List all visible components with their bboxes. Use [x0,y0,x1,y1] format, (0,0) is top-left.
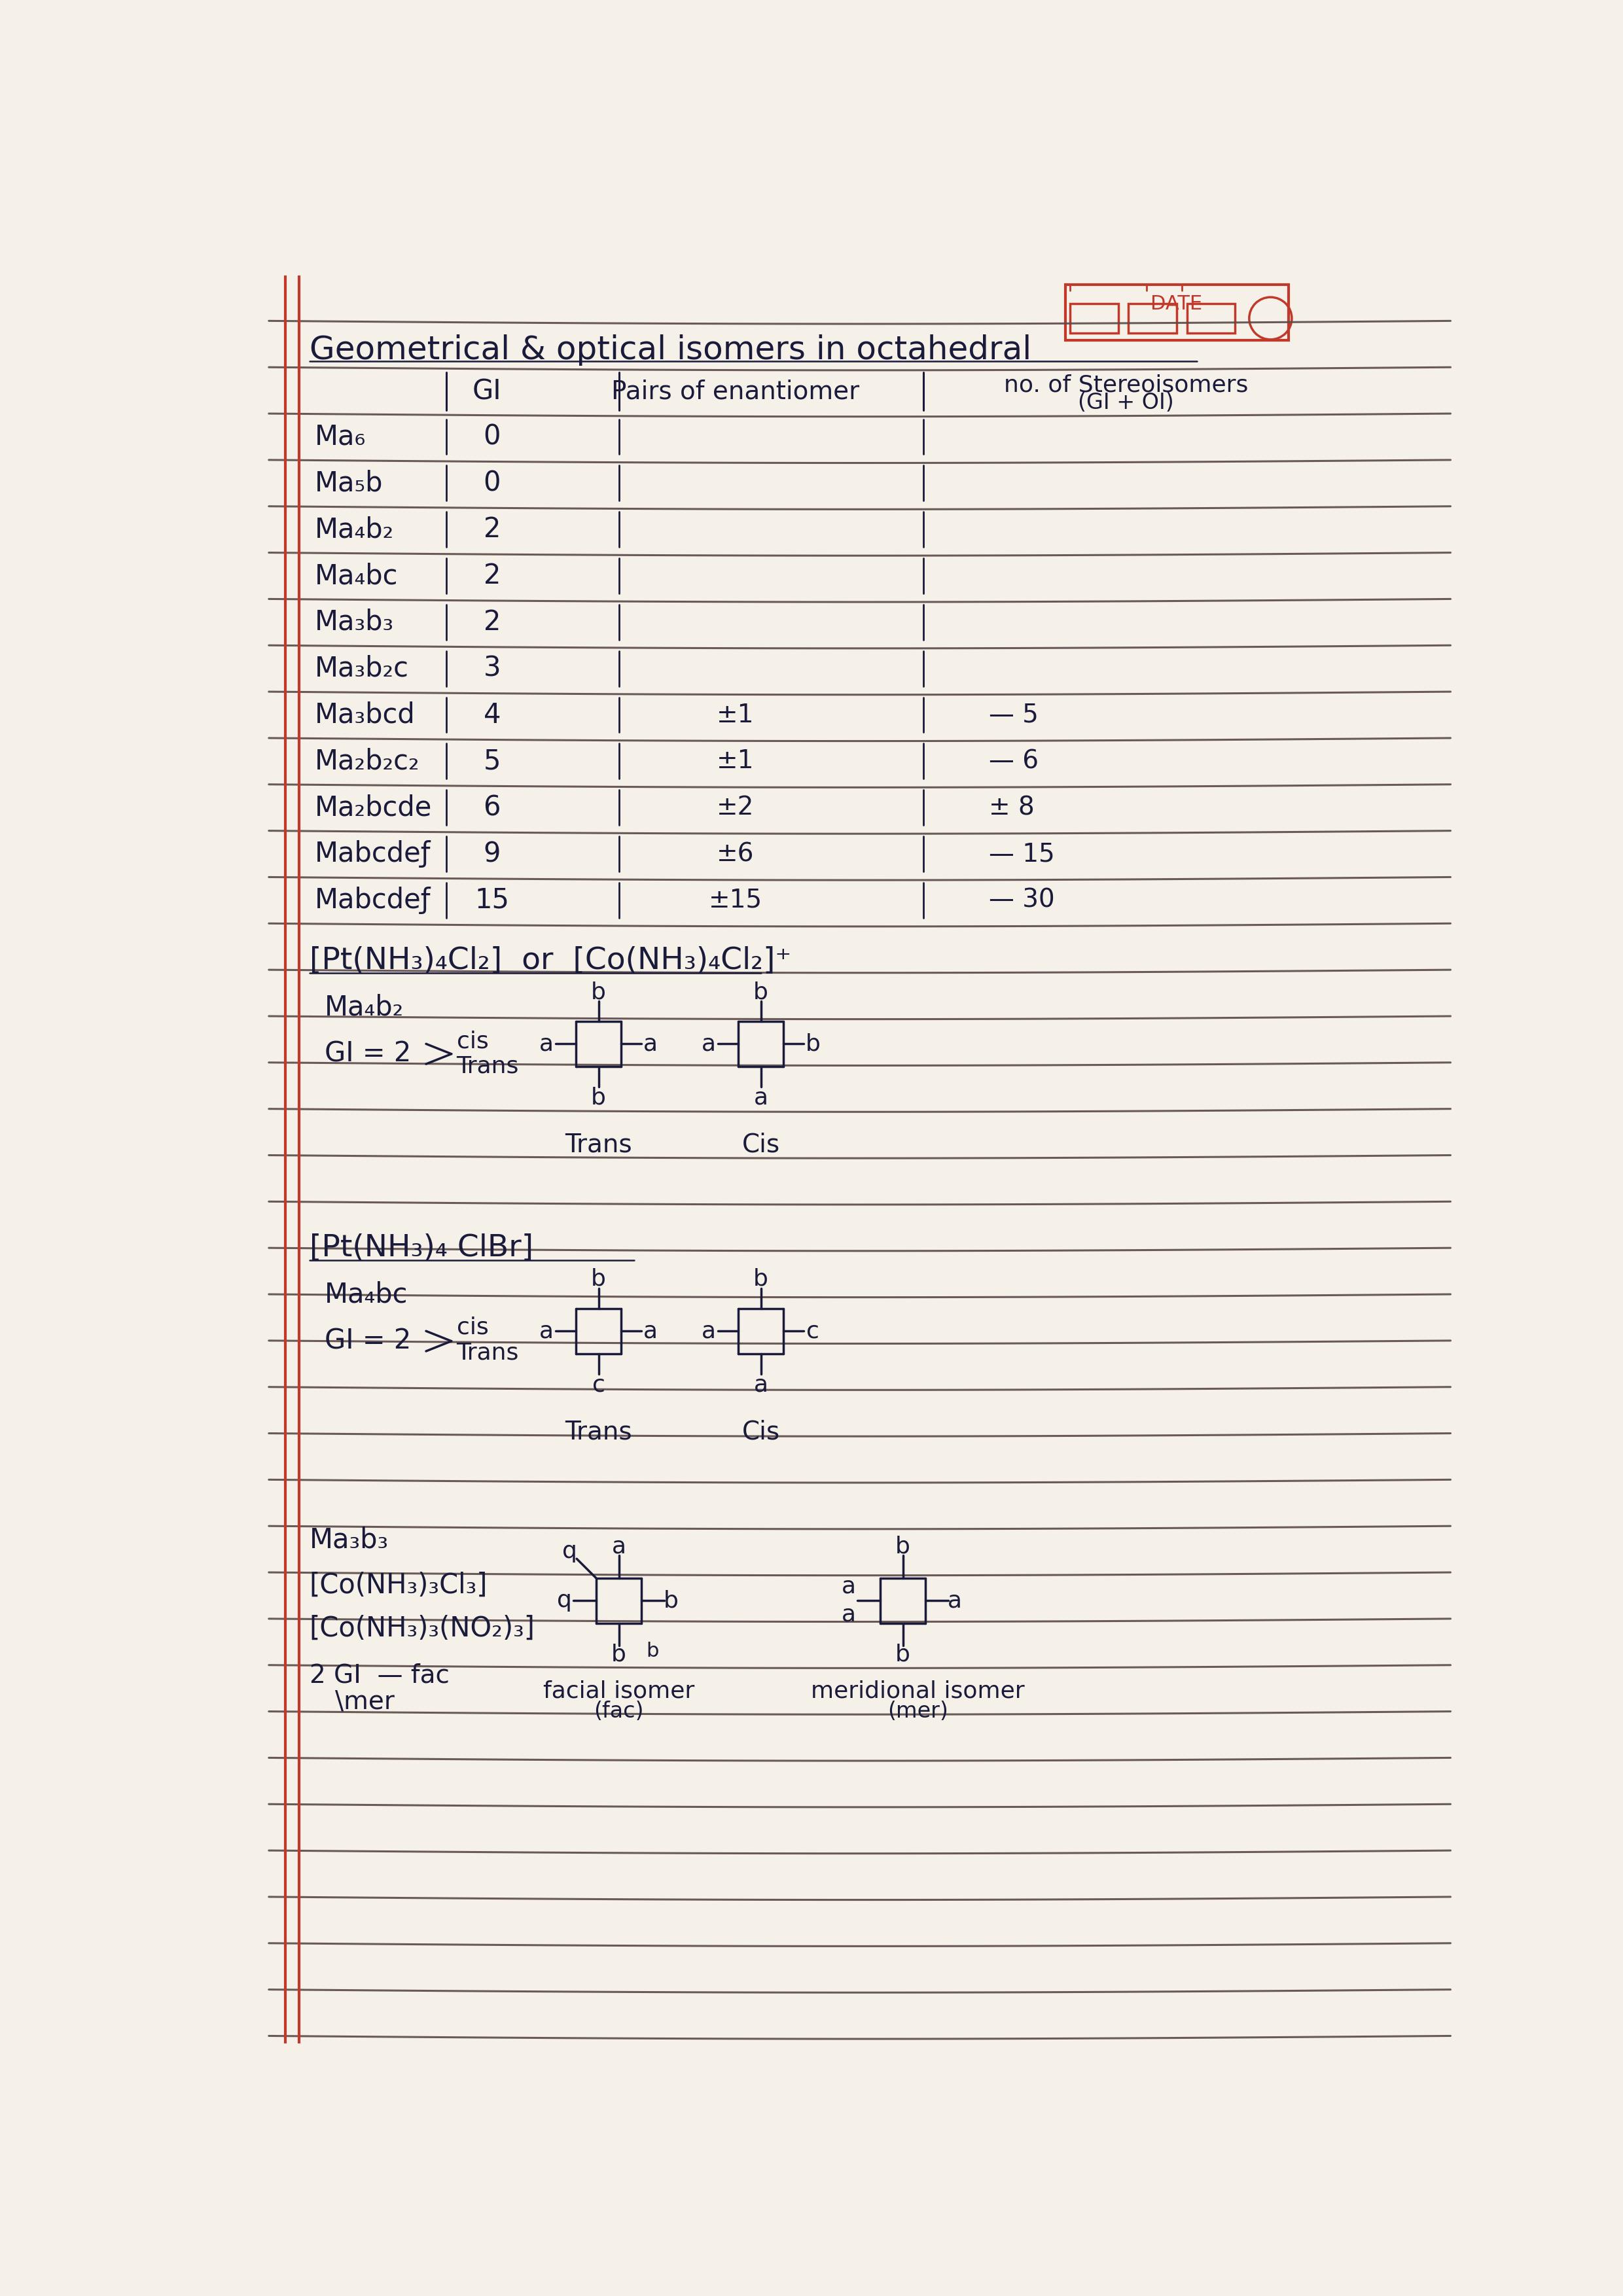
Text: meridional isomer: meridional isomer [812,1681,1024,1701]
Text: 2: 2 [484,563,500,590]
Text: 2: 2 [484,517,500,544]
Text: a: a [612,1536,626,1557]
Text: facial isomer: facial isomer [544,1681,695,1701]
Text: a: a [644,1033,657,1054]
Text: b: b [612,1644,626,1665]
Text: 5: 5 [484,748,500,776]
Text: cis: cis [456,1031,489,1052]
Text: Ma₂bcde: Ma₂bcde [315,794,432,822]
Text: Trans: Trans [456,1341,519,1364]
Text: Trans: Trans [565,1132,631,1157]
Text: ± 8: ± 8 [988,794,1035,820]
Text: Mabcdeƒ: Mabcdeƒ [315,840,430,868]
Text: Ma₄b₂: Ma₄b₂ [325,994,404,1022]
Text: Mabcdeƒ: Mabcdeƒ [315,886,430,914]
Text: 2: 2 [484,608,500,636]
Text: Ma₆: Ma₆ [315,422,365,450]
Text: b: b [664,1589,678,1612]
Text: a: a [539,1320,553,1343]
Text: a: a [753,1086,768,1109]
Text: b: b [591,1267,605,1290]
Text: Cis: Cis [742,1419,779,1444]
Text: Pairs of enantiomer: Pairs of enantiomer [612,379,860,404]
Text: Geometrical & optical isomers in octahedral: Geometrical & optical isomers in octahed… [310,335,1031,365]
Text: (mer): (mer) [888,1701,948,1722]
Text: [Co(NH₃)₃(NO₂)₃]: [Co(NH₃)₃(NO₂)₃] [310,1614,536,1642]
Text: Ma₃b₃: Ma₃b₃ [315,608,394,636]
Text: Trans: Trans [565,1419,631,1444]
Text: Trans: Trans [456,1056,519,1077]
Text: 4: 4 [484,700,500,728]
Text: — 5: — 5 [988,703,1039,728]
Text: 6: 6 [484,794,500,822]
Text: Ma₃b₂c: Ma₃b₂c [315,654,409,682]
Text: 0: 0 [484,468,500,496]
Text: a: a [841,1603,855,1626]
Text: b: b [591,1086,605,1109]
Text: (fac): (fac) [594,1701,644,1722]
Text: GI = 2: GI = 2 [325,1040,411,1068]
Text: a: a [948,1589,962,1612]
Text: 15: 15 [474,886,510,914]
Text: — 6: — 6 [988,748,1039,774]
Text: c: c [807,1320,820,1343]
Text: ±1: ±1 [717,748,755,774]
Text: Ma₂b₂c₂: Ma₂b₂c₂ [315,748,420,776]
Text: c: c [592,1373,605,1396]
Text: Ma₄b₂: Ma₄b₂ [315,517,394,544]
Text: no. of Stereoisomers: no. of Stereoisomers [1003,374,1248,397]
Text: — 30: — 30 [988,889,1055,914]
Text: b: b [646,1642,659,1660]
Text: b: b [753,980,768,1003]
Text: — 15: — 15 [988,840,1055,866]
Text: 0: 0 [484,422,500,450]
Text: b: b [805,1033,821,1054]
Text: b: b [753,1267,768,1290]
Text: 2 GI  — fac: 2 GI — fac [310,1662,450,1688]
Text: [Pt(NH₃)₄ ClBr]: [Pt(NH₃)₄ ClBr] [310,1233,534,1263]
Text: ±2: ±2 [717,794,755,820]
Text: ±15: ±15 [709,889,763,914]
Text: a: a [701,1033,716,1054]
Text: 9: 9 [484,840,500,868]
Text: b: b [591,980,605,1003]
Text: GI = 2: GI = 2 [325,1327,411,1355]
Text: Cis: Cis [742,1132,779,1157]
Text: DATE: DATE [1151,294,1203,315]
Text: b: b [896,1536,911,1557]
Text: q: q [557,1589,571,1612]
Text: Ma₄bc: Ma₄bc [315,563,398,590]
Text: GI: GI [472,377,502,404]
Text: a: a [841,1575,855,1598]
Text: (GI + OI): (GI + OI) [1078,393,1173,413]
Text: Ma₃bcd: Ma₃bcd [315,700,415,728]
Text: [Pt(NH₃)₄Cl₂]  or  [Co(NH₃)₄Cl₂]⁺: [Pt(NH₃)₄Cl₂] or [Co(NH₃)₄Cl₂]⁺ [310,946,792,976]
Text: ±6: ±6 [717,840,755,866]
Text: Ma₄bc: Ma₄bc [325,1281,407,1309]
Text: a: a [753,1373,768,1396]
Text: a: a [701,1320,716,1343]
Text: cis: cis [456,1316,489,1339]
Text: b: b [896,1644,911,1665]
Text: a: a [539,1033,553,1054]
Text: Ma₃b₃: Ma₃b₃ [310,1527,388,1554]
Text: [Co(NH₃)₃Cl₃]: [Co(NH₃)₃Cl₃] [310,1573,489,1600]
Text: 3: 3 [484,654,500,682]
Text: q: q [562,1541,578,1564]
Text: \mer: \mer [334,1690,394,1713]
Text: ±1: ±1 [717,703,755,728]
Text: a: a [644,1320,657,1343]
Text: Ma₅b: Ma₅b [315,468,383,496]
